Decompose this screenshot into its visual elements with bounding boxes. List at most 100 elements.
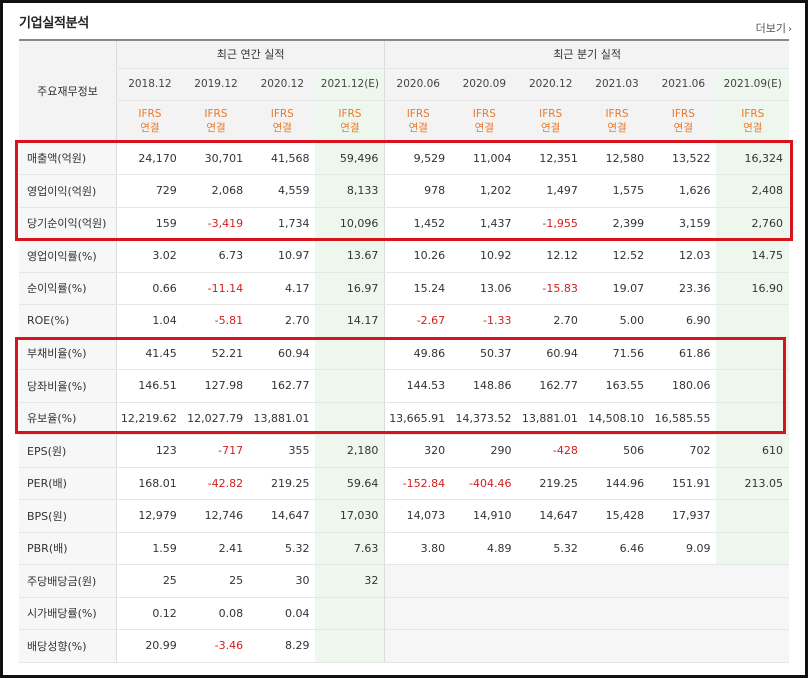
accounting-header: IFRS 연결 [716,100,789,143]
table-cell: 2.70 [249,304,316,338]
header-group-row: 주요재무정보 최근 연간 실적 최근 분기 실적 [19,39,789,143]
table-cell: 13.06 [451,272,518,305]
table-cell: 506 [583,434,651,468]
table-row: 부채비율(%) 41.45 52.21 60.94 49.86 50.37 60.94 71.… [19,337,789,370]
accounting-basis: 연결 [673,122,693,134]
row-label: 순이익률(%) [19,272,117,305]
table-cell: 14.75 [716,239,789,273]
period-header: 2020.12 [517,68,584,101]
table-cell: 1.04 [115,304,183,338]
table-cell: 25 [182,564,250,598]
table-cell: 24,170 [115,142,183,175]
accounting-standard: IFRS [671,108,695,120]
period-header: 2020.06 [384,68,452,101]
accounting-standard: IFRS [138,108,162,120]
table-cell: 1,437 [451,207,518,240]
accounting-standard: IFRS [406,108,430,120]
table-cell: 978 [384,174,452,208]
table-cell [517,597,584,630]
table-cell: 4,559 [249,174,316,208]
table-cell: 3.80 [384,532,452,565]
table-cell: -428 [517,434,584,468]
table-cell [716,369,789,403]
table-cell: 290 [451,434,518,468]
table-cell: 355 [249,434,316,468]
table-row: 매출액(억원) 24,170 30,701 41,568 59,496 9,529 11,0… [19,142,789,175]
table-cell [451,597,518,630]
table-cell: 162.77 [517,369,584,403]
table-cell: 16,324 [716,142,789,175]
annual-header: 최근 연간 실적 [115,39,385,69]
table-cell: 41,568 [249,142,316,175]
accounting-standard: IFRS [605,108,629,120]
table-row: BPS(원) 12,979 12,746 14,647 17,030 14,073 14,9… [19,499,789,533]
table-cell: 180.06 [650,369,717,403]
table-cell: 14,073 [384,499,452,533]
table-cell [315,402,385,435]
table-cell: -717 [182,434,250,468]
table-cell: -11.14 [182,272,250,305]
table-cell: 13,881.01 [249,402,316,435]
table-cell: 0.08 [182,597,250,630]
period-header: 2021.06 [650,68,717,101]
accounting-standard: IFRS [204,108,228,120]
table-cell: 59.64 [315,467,385,500]
table-cell: 1,202 [451,174,518,208]
table-cell: 12.03 [650,239,717,273]
table-cell: 219.25 [517,467,584,500]
accounting-standard: IFRS [472,108,496,120]
table-cell [451,629,518,663]
quarter-header: 최근 분기 실적 [384,39,789,69]
table-cell: 127.98 [182,369,250,403]
table-row: 영업이익(억원) 729 2,068 4,559 8,133 978 1,202 1,497 1… [19,174,789,208]
row-label: 시가배당률(%) [19,597,117,630]
table-cell: 10.26 [384,239,452,273]
table-cell [650,564,717,598]
table-cell [384,597,452,630]
table-cell: 2,399 [583,207,651,240]
table-cell: 30 [249,564,316,598]
table-cell: 10.92 [451,239,518,273]
table-cell [716,499,789,533]
period-header: 2020.12 [249,68,316,101]
table-cell: 0.04 [249,597,316,630]
table-cell: 148.86 [451,369,518,403]
table-cell: 49.86 [384,337,452,370]
table-cell: 2,180 [315,434,385,468]
table-cell: 162.77 [249,369,316,403]
table-cell [583,629,651,663]
table-cell: 2.41 [182,532,250,565]
table-row: PBR(배) 1.59 2.41 5.32 7.63 3.80 4.89 5.32 6.46 9.… [19,532,789,565]
table-cell: 9,529 [384,142,452,175]
period-header: 2020.09 [451,68,518,101]
accounting-header: IFRS 연결 [182,100,250,143]
table-cell: -152.84 [384,467,452,500]
accounting-standard: IFRS [741,108,765,120]
chevron-right-icon: › [788,24,792,35]
accounting-header: IFRS 연결 [451,100,518,143]
more-link[interactable]: 더보기 › [756,20,792,36]
table-cell: 17,937 [650,499,717,533]
table-cell: 12.12 [517,239,584,273]
table-cell: 702 [650,434,717,468]
table-cell: 30,701 [182,142,250,175]
table-cell: 5.32 [517,532,584,565]
table-cell: -5.81 [182,304,250,338]
table-cell: 71.56 [583,337,651,370]
accounting-header: IFRS 연결 [384,100,452,143]
table-cell: 3,159 [650,207,717,240]
period-header: 2021.03 [583,68,651,101]
table-body: 매출액(억원) 24,170 30,701 41,568 59,496 9,529 11,0… [19,142,789,663]
table-cell [716,337,789,370]
row-header: 주요재무정보 [19,39,117,143]
table-cell: 151.91 [650,467,717,500]
accounting-standard: IFRS [338,108,362,120]
table-cell [451,564,518,598]
table-row: 시가배당률(%) 0.12 0.08 0.04 [19,597,789,630]
table-cell: 5.32 [249,532,316,565]
table-cell: 12,219.62 [115,402,183,435]
table-row: 배당성향(%) 20.99 -3.46 8.29 [19,629,789,663]
accounting-header: IFRS 연결 [517,100,584,143]
table-cell: 729 [115,174,183,208]
table-row: 주당배당금(원) 25 25 30 32 [19,564,789,598]
